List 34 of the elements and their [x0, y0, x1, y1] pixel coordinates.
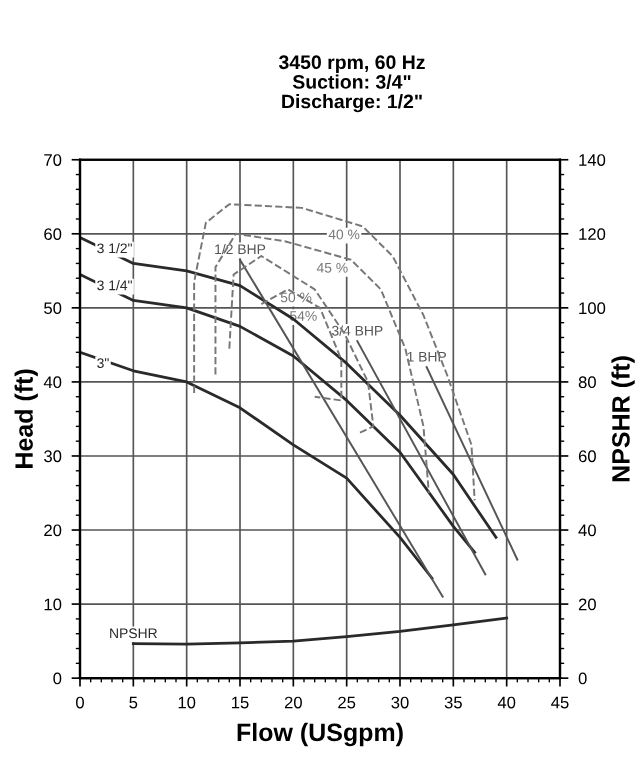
y2-axis-title: NPSHR (ft)	[611, 356, 635, 482]
chart-title: 3450 rpm, 60 Hz	[278, 55, 425, 73]
x-tick-label: 45	[551, 696, 569, 709]
y-tick-label: 70	[44, 154, 62, 166]
y-tick-label: 10	[44, 598, 62, 611]
y-axis-title: Head (ft)	[14, 369, 38, 468]
x-tick-label: 25	[338, 696, 356, 709]
chart-subtitle: Suction: 3/4" Discharge: 1/2"	[282, 74, 422, 113]
x-tick-label: 35	[444, 696, 462, 709]
y-tick-label: 20	[44, 524, 62, 537]
x-tick-label: 0	[76, 696, 84, 709]
x-tick-label: 15	[232, 696, 249, 709]
x-tick-label: 10	[178, 696, 196, 709]
x-tick-label: 5	[129, 696, 138, 709]
y2-tick-label: 100	[579, 302, 606, 315]
x-axis-title: Flow (USgpm)	[237, 722, 403, 747]
y2-tick-label: 120	[579, 228, 606, 240]
y2-tick-label: 20	[578, 598, 596, 611]
x-tick-label: 30	[391, 696, 409, 709]
y-tick-label: 60	[44, 228, 62, 240]
y2-tick-label: 0	[578, 672, 587, 685]
y-tick-label: 0	[53, 672, 62, 685]
line-series	[80, 273, 477, 554]
x-tick-label: 40	[497, 696, 516, 709]
y-tick-label: 30	[44, 450, 62, 463]
y-tick-label: 40	[43, 376, 62, 389]
x-tick-label: 20	[284, 696, 302, 709]
y2-tick-label: 60	[578, 450, 596, 463]
line-series	[193, 203, 476, 502]
y-tick-label: 50	[44, 302, 62, 315]
y2-tick-label: 40	[578, 524, 596, 537]
y2-tick-label: 80	[578, 376, 596, 389]
y2-tick-label: 140	[579, 154, 606, 166]
line-series	[80, 236, 498, 539]
